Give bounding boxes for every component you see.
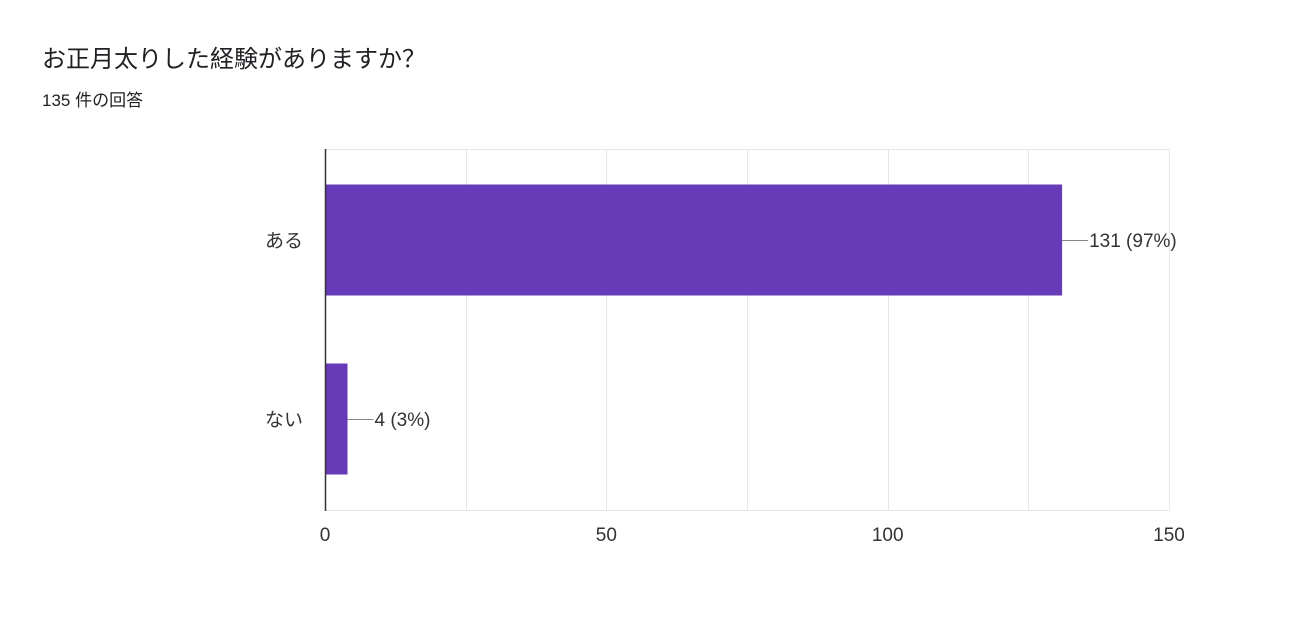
x-tick-label: 50 [596,525,617,546]
x-tick-label: 0 [320,525,331,546]
bars [325,184,1063,475]
bar-1 [325,184,1063,296]
axes: 0 50 100 150 [320,149,1185,546]
data-label: 131 (97%) [1089,231,1177,252]
x-tick-label: 100 [872,525,904,546]
x-tick-label: 150 [1153,525,1185,546]
category-label: ある [265,231,303,252]
data-labels: ある 131 (97%) ない 4 (3%) [265,231,1177,431]
category-label: ない [265,410,303,431]
chart-title: お正月太りした経験がありますか？ [42,46,426,73]
data-label: 4 (3%) [375,410,431,431]
response-count: 135 件の回答 [42,91,144,110]
bar-2 [325,363,348,475]
